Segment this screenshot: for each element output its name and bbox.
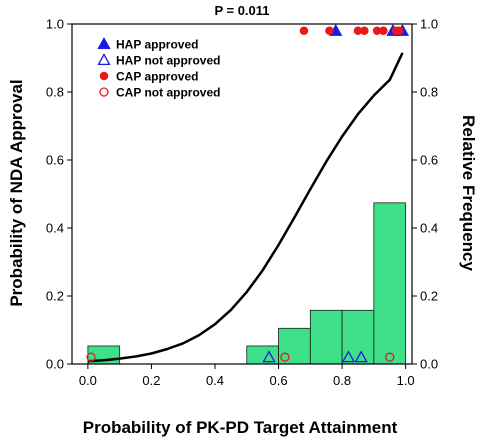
- histogram-bar: [278, 327, 311, 365]
- data-point: [360, 26, 369, 36]
- x-tick-label: 0.8: [333, 373, 351, 388]
- x-tick-label: 0.6: [270, 373, 288, 388]
- y2-tick-label: 1.0: [420, 17, 438, 32]
- y-tick-label: 0.0: [46, 357, 64, 372]
- y2-axis-title: Relative Frequency: [459, 115, 478, 271]
- legend-label: HAP not approved: [116, 54, 220, 68]
- data-point: [280, 352, 290, 362]
- data-point: [379, 26, 388, 36]
- histogram-bar: [341, 309, 375, 365]
- histogram-bars: [87, 202, 407, 365]
- y2-tick-label: 0.6: [420, 153, 438, 168]
- data-points: [86, 23, 410, 363]
- y2-tick-label: 0.0: [420, 357, 438, 372]
- legend-marker: [99, 71, 109, 81]
- logistic-curve-line: [87, 52, 404, 363]
- y-tick-label: 0.8: [46, 85, 64, 100]
- legend-label: HAP approved: [116, 38, 198, 52]
- plot-frame: [71, 23, 413, 365]
- histogram-bar: [373, 202, 407, 365]
- y-axis-title: Probability of NDA Approval: [7, 79, 26, 306]
- y2-tick-label: 0.8: [420, 85, 438, 100]
- data-point: [262, 350, 276, 363]
- data-point: [395, 26, 404, 36]
- data-point: [385, 352, 395, 362]
- data-point: [86, 352, 96, 362]
- x-axis-title: Probability of PK-PD Target Attainment: [83, 418, 398, 437]
- y-tick-label: 1.0: [46, 17, 64, 32]
- legend-marker: [97, 37, 111, 50]
- data-point: [354, 350, 368, 363]
- axis-ticks: 0.0 0.2 0.4 0.6 0.8 1.0 0.0 0.2 0.4 0.6 0.8 1.0 0.0 0…: [46, 17, 438, 389]
- y-tick-label: 0.2: [46, 289, 64, 304]
- histogram-bar: [309, 309, 343, 365]
- legend-label: CAP approved: [116, 70, 198, 84]
- chart-title: P = 0.011: [214, 3, 269, 18]
- y-tick-label: 0.4: [46, 221, 64, 236]
- x-tick-label: 0.2: [142, 373, 160, 388]
- x-tick-label: 0.4: [206, 373, 224, 388]
- x-tick-label: 1.0: [397, 373, 415, 388]
- legend-marker: [97, 53, 111, 66]
- legend-label: CAP not approved: [116, 86, 220, 100]
- logistic-curve: [87, 52, 404, 363]
- data-point: [325, 26, 334, 36]
- legend-marker: [99, 87, 109, 97]
- y2-tick-label: 0.4: [420, 221, 438, 236]
- legend: HAP approved HAP not approved CAP approved…: [97, 37, 220, 100]
- y2-tick-label: 0.2: [420, 289, 438, 304]
- data-point: [299, 26, 309, 36]
- x-tick-label: 0.0: [79, 373, 97, 388]
- y-tick-label: 0.6: [46, 153, 64, 168]
- data-point: [341, 350, 356, 363]
